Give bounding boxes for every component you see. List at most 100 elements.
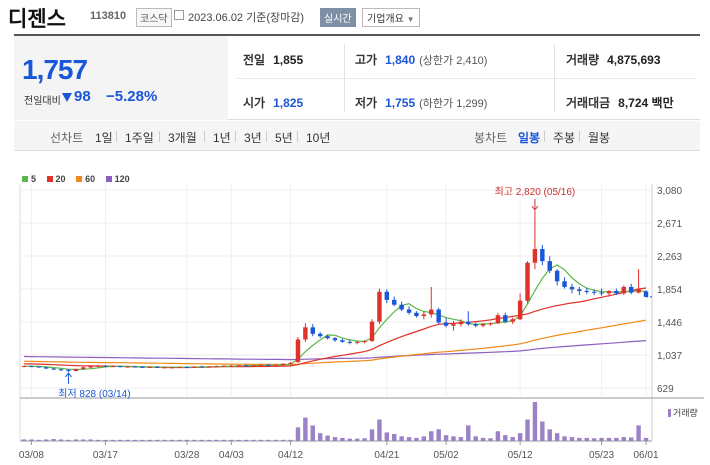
volume-bar [436,429,441,441]
candle-body [540,248,545,262]
high-arrow [531,205,539,211]
volume-bar [273,439,278,441]
candle-body [591,291,597,293]
stock-header: 디젠스 113810 코스닥 2023.06.02 기준(장마감) 실시간 기업… [0,0,710,31]
ma20-line [23,287,647,369]
y-tick-label: 2,671 [657,219,682,230]
candle-body [354,341,360,343]
candle-body [29,366,34,368]
volume-bar [369,429,375,441]
volume-bar [243,439,249,441]
company-info-dropdown[interactable]: 기업개요 ▼ [362,8,420,27]
candle-body [399,304,404,310]
volume-bar [199,439,204,441]
volume-bar [266,439,271,441]
y-tick-label: 629 [657,384,674,395]
x-tick-label: 05/23 [589,450,614,461]
candle-body [177,366,182,368]
volume-bar [414,437,419,441]
candle-body [362,341,367,343]
volume-bar [451,436,456,441]
current-price-box: 1,757 전일대비 98 −5.28% [14,36,228,120]
candle-body [347,341,353,343]
x-tick-label: 05/02 [434,450,459,461]
volume-bar [547,429,552,441]
candle-body [36,366,42,368]
amount-label: 거래대금 [566,96,611,110]
volume-bar [162,439,167,441]
candle-body [584,290,589,292]
volume-bar [36,439,42,441]
candle-body [599,292,604,294]
candle-body [66,369,71,371]
candle-body [303,327,308,340]
volume-bar [525,419,530,441]
candlestick-chart[interactable]: 3,080 2,671 2,263 1,854 1,446 1,037 629 03/08 03… [0,170,710,465]
prev-close-value: 1,855 [273,53,304,67]
candle-body [562,281,567,287]
volume-bar [488,438,493,441]
divider [116,131,117,142]
period-3y[interactable]: 3년 [244,131,262,145]
candle-weekly[interactable]: 주봉 [553,131,576,145]
volume-bar [429,431,434,441]
legend-swatch [105,176,112,182]
candle-body [273,364,278,366]
realtime-button[interactable]: 실시간 [320,8,356,27]
volume-bar [192,439,197,441]
volume-bar [88,439,93,441]
candle-body [643,291,649,297]
amount-unit: 백만 [651,96,674,110]
volume-bar [125,439,130,441]
volume-bar [43,439,49,441]
volume-bar [169,439,175,441]
candle-body [577,289,582,291]
candle-body [221,365,227,367]
volume-bar [517,433,523,441]
volume-bar [214,439,219,441]
chevron-down-icon: ▼ [406,15,415,24]
volume-bar [643,437,649,441]
volume-bar [155,439,160,441]
legend-label: 5 [31,174,37,184]
prev-close-label: 전일 [243,53,266,67]
x-tick-label: 06/01 [633,450,658,461]
candle-body [377,291,382,322]
period-5y[interactable]: 5년 [275,131,293,145]
volume-bar [51,439,56,441]
volume-bar [29,439,34,441]
volume-legend-label: 거래량 [673,408,698,418]
divider [266,131,267,142]
volume-bar [58,439,64,441]
candle-body [43,367,49,369]
candle-body [73,368,79,371]
x-tick-label: 03/17 [93,450,118,461]
candle-body [251,365,256,367]
candle-body [525,262,530,301]
volume-bar [510,437,515,441]
price-change: 98 [74,88,91,105]
volume-legend: 거래량 [668,406,698,419]
volume-bar [591,438,597,441]
period-1w[interactable]: 1주일 [125,131,154,145]
candle-body [547,261,552,271]
volume-bar [332,437,338,441]
market-badge: 코스닥 [136,8,172,27]
volume-bar [362,438,367,441]
price-change-rate: −5.28% [106,88,158,105]
candle-daily[interactable]: 일봉 [518,131,541,145]
low-price: 저가 1,755 (하한가 1,299) [355,94,487,111]
period-3m[interactable]: 3개월 [168,131,197,145]
candle-monthly[interactable]: 월봉 [588,131,611,145]
candle-body [429,309,434,315]
volume-bar [110,439,116,441]
period-1d[interactable]: 1일 [95,131,113,145]
period-10y[interactable]: 10년 [306,131,331,145]
period-1y[interactable]: 1년 [213,131,231,145]
volume-bar [562,436,567,441]
low-value: 1,755 [385,96,416,110]
candle-body [340,340,345,342]
x-tick-label: 03/08 [19,450,44,461]
volume-bar [340,437,345,441]
volume-bar [280,439,286,441]
